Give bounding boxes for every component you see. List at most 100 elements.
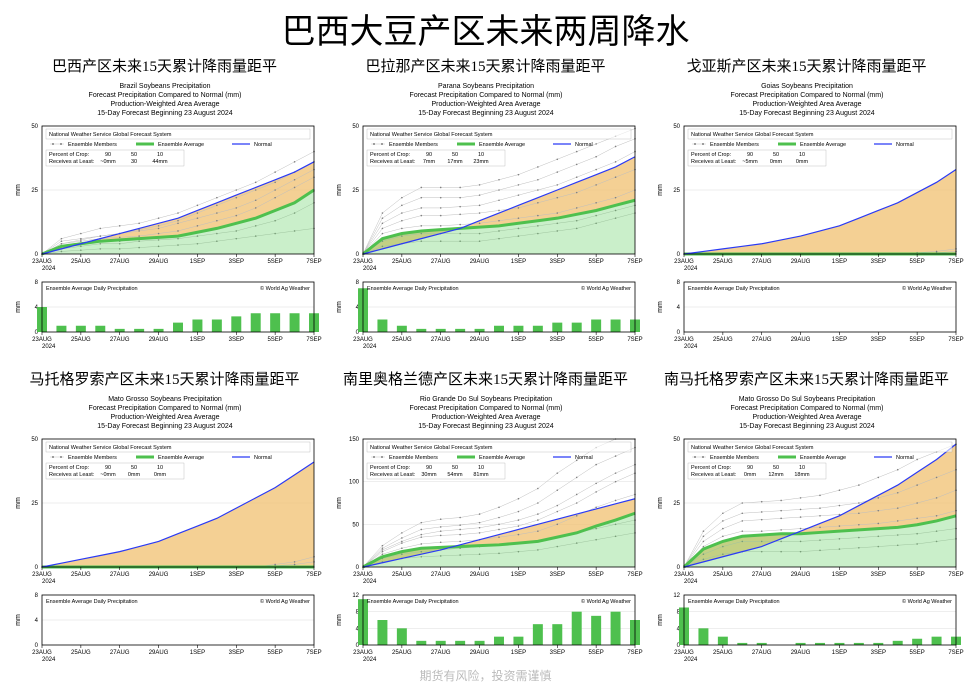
svg-text:25AUG: 25AUG [713, 259, 733, 265]
panel-svg: Brazil Soybeans PrecipitationForecast Pr… [6, 76, 324, 366]
svg-text:0mm: 0mm [127, 472, 140, 478]
svg-text:3SEP: 3SEP [870, 572, 885, 578]
svg-text:Production-Weighted Area Avera: Production-Weighted Area Average [431, 101, 540, 108]
svg-text:10: 10 [477, 152, 483, 158]
svg-text:50: 50 [352, 124, 359, 130]
svg-text:Ensemble Average Daily Precipi: Ensemble Average Daily Precipitation [688, 286, 780, 292]
svg-text:29AUG: 29AUG [469, 337, 489, 343]
svg-text:3SEP: 3SEP [549, 650, 564, 656]
svg-text:15-Day Forecast Beginning 23 A: 15-Day Forecast Beginning 23 August 2024 [739, 110, 875, 117]
svg-text:10: 10 [156, 465, 162, 471]
svg-text:50: 50 [352, 522, 359, 528]
svg-text:50: 50 [772, 152, 778, 158]
svg-text:27AUG: 27AUG [430, 572, 450, 578]
panel-svg: Parana Soybeans PrecipitationForecast Pr… [327, 76, 645, 366]
svg-text:5SEP: 5SEP [909, 337, 924, 343]
svg-text:5SEP: 5SEP [909, 259, 924, 265]
svg-text:25: 25 [352, 188, 359, 194]
svg-text:5SEP: 5SEP [267, 259, 282, 265]
svg-text:Normal: Normal [896, 455, 914, 461]
svg-text:15-Day Forecast Beginning 23 A: 15-Day Forecast Beginning 23 August 2024 [418, 423, 554, 430]
svg-text:7SEP: 7SEP [306, 572, 321, 578]
svg-text:44mm: 44mm [152, 159, 168, 165]
svg-text:0: 0 [34, 643, 38, 649]
panel-svg: Mato Grosso Soybeans PrecipitationForeca… [6, 389, 324, 679]
panel-svg: Rio Grande Do Sul Soybeans Precipitation… [327, 389, 645, 679]
panel-2: 戈亚斯产区未来15天累计降雨量距平Goias Soybeans Precipit… [646, 53, 967, 366]
svg-text:mm: mm [15, 184, 22, 196]
svg-text:Production-Weighted Area Avera: Production-Weighted Area Average [752, 414, 861, 421]
svg-text:150: 150 [348, 437, 359, 443]
svg-text:15-Day Forecast Beginning 23 A: 15-Day Forecast Beginning 23 August 2024 [418, 110, 554, 117]
svg-text:Ensemble Average: Ensemble Average [158, 455, 204, 461]
svg-text:5SEP: 5SEP [588, 259, 603, 265]
svg-text:Ensemble Average Daily Precipi: Ensemble Average Daily Precipitation [46, 599, 138, 605]
svg-text:3SEP: 3SEP [228, 337, 243, 343]
svg-text:Forecast Precipitation Compare: Forecast Precipitation Compared to Norma… [730, 92, 883, 99]
svg-text:3SEP: 3SEP [870, 259, 885, 265]
svg-text:© World Ag Weather: © World Ag Weather [580, 285, 630, 292]
svg-text:Receives at Least:: Receives at Least: [370, 159, 416, 165]
svg-text:1SEP: 1SEP [831, 337, 846, 343]
svg-text:25: 25 [31, 501, 38, 507]
svg-text:mm: mm [336, 614, 343, 626]
svg-text:Percent of Crop:: Percent of Crop: [49, 152, 90, 158]
panel-cn-title: 南里奥格兰德产区未来15天累计降雨量距平 [343, 368, 628, 389]
svg-text:Normal: Normal [896, 142, 914, 148]
svg-text:© World Ag Weather: © World Ag Weather [901, 285, 951, 292]
svg-text:12mm: 12mm [768, 472, 784, 478]
svg-text:5SEP: 5SEP [267, 650, 282, 656]
svg-text:Ensemble Members: Ensemble Members [710, 142, 759, 148]
svg-text:1SEP: 1SEP [510, 337, 525, 343]
svg-text:National Weather Service Globa: National Weather Service Global Forecast… [691, 445, 814, 451]
svg-text:7SEP: 7SEP [948, 650, 963, 656]
svg-text:25AUG: 25AUG [71, 650, 91, 656]
svg-text:25AUG: 25AUG [392, 259, 412, 265]
svg-text:mm: mm [657, 497, 664, 509]
svg-text:23AUG: 23AUG [353, 572, 373, 578]
page: 巴西大豆产区未来两周降水 巴西产区未来15天累计降雨量距平Brazil Soyb… [0, 0, 971, 692]
svg-text:2024: 2024 [684, 657, 698, 663]
svg-text:50: 50 [31, 437, 38, 443]
svg-text:© World Ag Weather: © World Ag Weather [259, 598, 309, 605]
svg-text:Receives at Least:: Receives at Least: [370, 472, 416, 478]
svg-text:27AUG: 27AUG [109, 259, 129, 265]
svg-text:27AUG: 27AUG [751, 650, 771, 656]
svg-text:National Weather Service Globa: National Weather Service Global Forecast… [691, 132, 814, 138]
svg-text:0: 0 [355, 565, 359, 571]
svg-text:2024: 2024 [42, 657, 56, 663]
main-title: 巴西大豆产区未来两周降水 [0, 0, 971, 53]
svg-text:29AUG: 29AUG [469, 572, 489, 578]
svg-text:1SEP: 1SEP [510, 650, 525, 656]
svg-text:Normal: Normal [254, 142, 272, 148]
svg-text:Ensemble Members: Ensemble Members [68, 142, 117, 148]
svg-text:5SEP: 5SEP [588, 650, 603, 656]
svg-text:~0mm: ~0mm [100, 159, 116, 165]
svg-text:National Weather Service Globa: National Weather Service Global Forecast… [370, 132, 493, 138]
svg-text:27AUG: 27AUG [109, 337, 129, 343]
svg-text:mm: mm [657, 301, 664, 313]
svg-text:Rio Grande Do Sul Soybeans Pre: Rio Grande Do Sul Soybeans Precipitation [419, 396, 551, 403]
svg-text:Percent of Crop:: Percent of Crop: [370, 152, 411, 158]
svg-text:27AUG: 27AUG [109, 650, 129, 656]
svg-text:10: 10 [477, 465, 483, 471]
svg-text:29AUG: 29AUG [148, 572, 168, 578]
svg-text:7mm: 7mm [422, 159, 435, 165]
svg-text:Parana Soybeans Precipitation: Parana Soybeans Precipitation [437, 83, 533, 90]
svg-text:27AUG: 27AUG [109, 572, 129, 578]
svg-text:25AUG: 25AUG [713, 572, 733, 578]
svg-text:Ensemble Average: Ensemble Average [158, 142, 204, 148]
svg-text:27AUG: 27AUG [430, 259, 450, 265]
svg-text:Ensemble Average Daily Precipi: Ensemble Average Daily Precipitation [688, 599, 780, 605]
svg-text:Goias Soybeans Precipitation: Goias Soybeans Precipitation [761, 83, 853, 90]
svg-text:2024: 2024 [363, 266, 377, 272]
svg-text:7SEP: 7SEP [306, 259, 321, 265]
svg-text:23AUG: 23AUG [674, 650, 694, 656]
svg-text:Ensemble Members: Ensemble Members [710, 455, 759, 461]
svg-text:Receives at Least:: Receives at Least: [49, 159, 95, 165]
svg-text:1SEP: 1SEP [831, 650, 846, 656]
svg-text:29AUG: 29AUG [148, 259, 168, 265]
svg-text:Production-Weighted Area Avera: Production-Weighted Area Average [431, 414, 540, 421]
svg-text:Brazil Soybeans Precipitation: Brazil Soybeans Precipitation [119, 83, 210, 90]
svg-text:90: 90 [746, 152, 752, 158]
